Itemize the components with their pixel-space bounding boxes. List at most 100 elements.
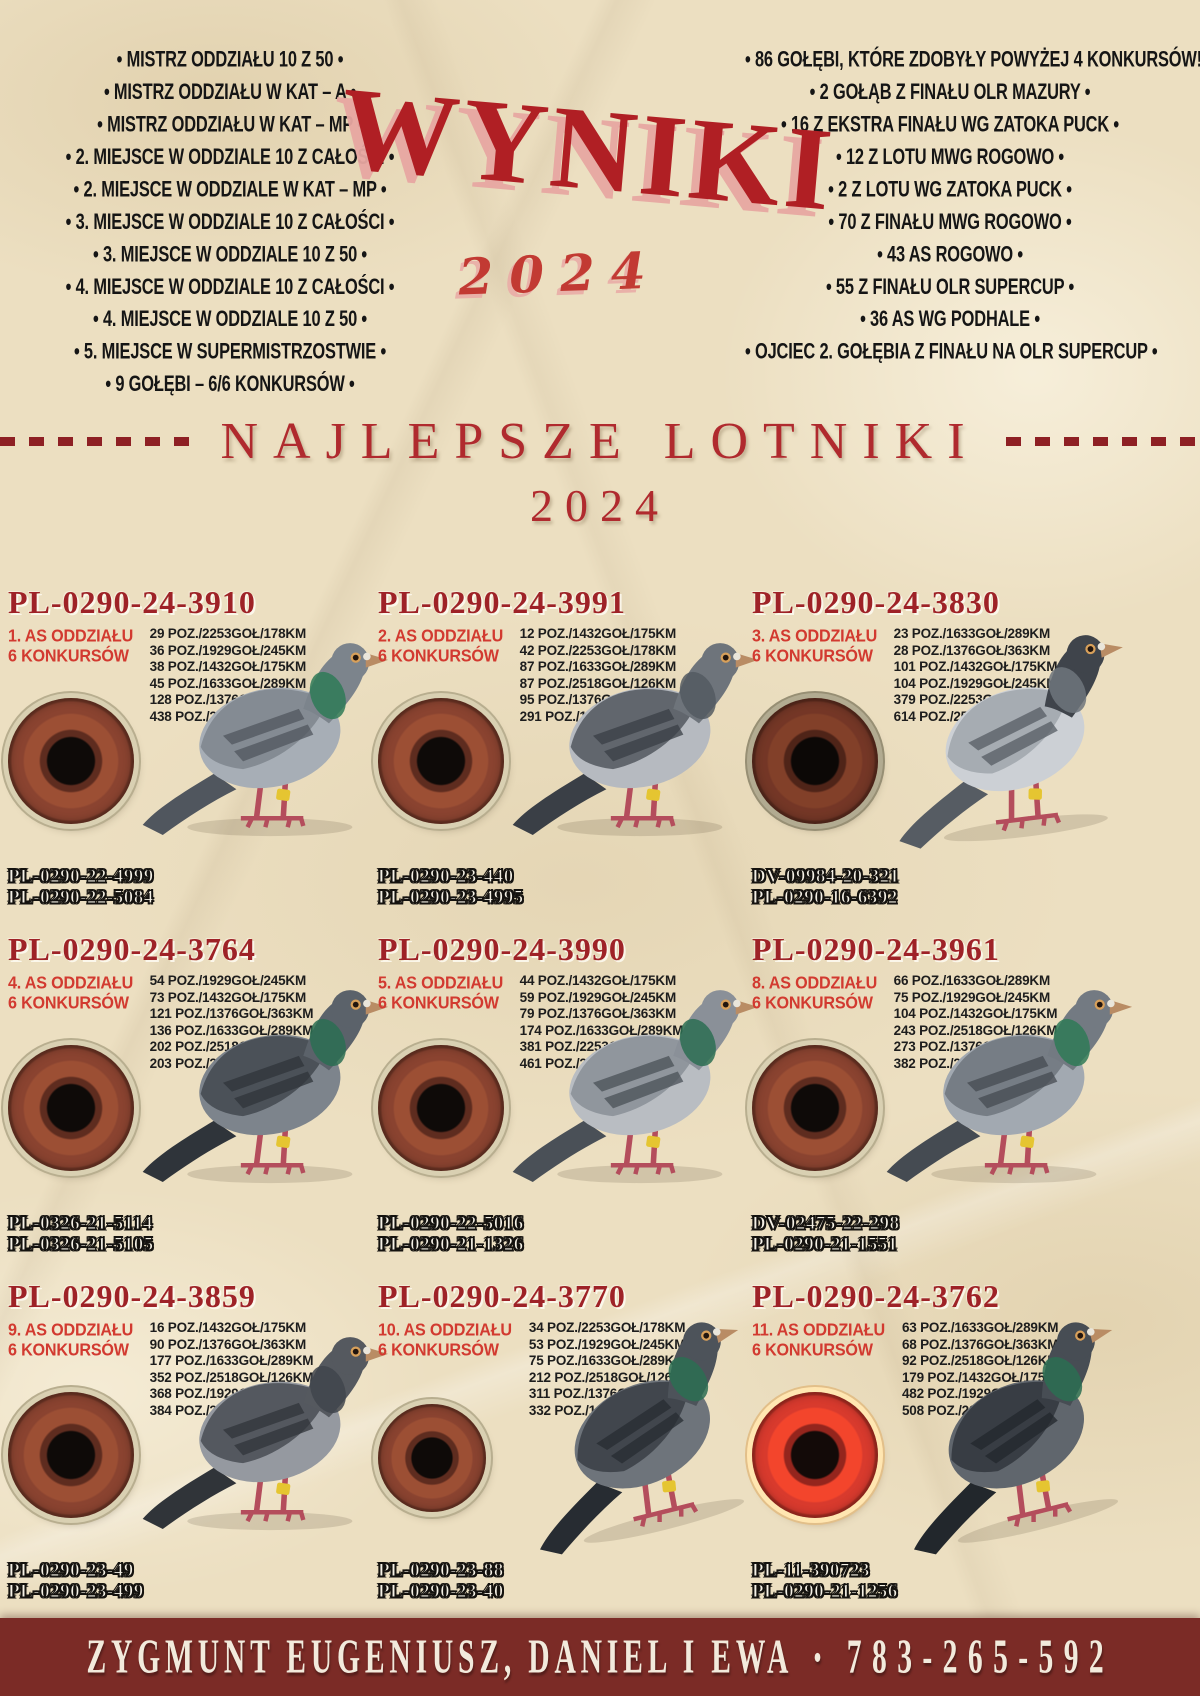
pigeon-rank: 10. AS ODDZIAŁU 6 KONKURSÓW — [378, 1320, 512, 1424]
pigeon-photo — [880, 1298, 1170, 1548]
pigeon-ring-id: PL-0290-24-3859 — [8, 1278, 256, 1314]
pigeon-parents: PL-0290-22-5016 PL-0290-21-1326 — [378, 1213, 524, 1256]
achievement-line: • 86 GOŁĘBI, KTÓRE ZDOBYŁY POWYŻEJ 4 KON… — [745, 47, 1200, 72]
pigeon-eye-photo — [752, 1392, 878, 1518]
pigeon-results: 63 POZ./1633GOŁ/289KM 68 POZ./1376GOŁ/363… — [902, 1320, 1066, 1419]
pigeon-eye-photo — [752, 1045, 878, 1171]
achievement-line: • 3. MIEJSCE W ODDZIALE 10 Z 50 • — [92, 242, 368, 267]
rank-line: 6 KONKURSÓW — [378, 992, 499, 1013]
result-line: 121 POZ./1376GOŁ/363KM — [149, 1006, 314, 1021]
parent-ring-id: PL-0290-23-4995 — [378, 887, 524, 909]
pigeon-ring-id: PL-0290-24-3830 — [752, 584, 1000, 620]
pigeon-parents: PL-0290-23-88 PL-0290-23-40 — [378, 1560, 504, 1603]
rank-line: 11. AS ODDZIAŁU — [752, 1320, 885, 1340]
result-line: 66 POZ./1633GOŁ/289KM — [893, 973, 1051, 988]
section-heading: NAJLEPSZE LOTNIKI — [220, 413, 980, 470]
result-line: 243 POZ./2518GOŁ/126KM — [893, 1022, 1058, 1038]
result-line: 104 POZ./1432GOŁ/175KM — [893, 1006, 1058, 1021]
poster-title-block: WYNIKI 2024 — [335, 62, 841, 306]
rank-line: 6 KONKURSÓW — [378, 1339, 499, 1360]
parent-ring-id: PL-0290-23-440 — [378, 866, 514, 888]
parent-ring-id: PL-0290-22-5084 — [8, 887, 154, 909]
pigeon-rank: 9. AS ODDZIAŁU 6 KONKURSÓW — [8, 1320, 133, 1424]
result-line: 53 POZ./1929GOŁ/245KM — [528, 1336, 686, 1352]
achievement-line: • OJCIEC 2. GOŁĘBIA Z FINAŁU NA OLR SUPE… — [745, 339, 1158, 365]
result-line: 79 POZ./1376GOŁ/363KM — [519, 1006, 677, 1021]
pigeon-parents: DV-09984-20-321 PL-0290-16-6392 — [752, 866, 900, 909]
pigeon-card: PL-0290-24-3991 2. AS ODDZIAŁU 6 KONKURS… — [378, 578, 808, 925]
rank-line: 3. AS ODDZIAŁU — [752, 626, 878, 646]
pigeon-rank: 8. AS ODDZIAŁU 6 KONKURSÓW — [752, 973, 877, 1077]
pigeon-ring-id: PL-0290-24-3961 — [752, 931, 1000, 967]
parent-ring-id: PL-0290-22-4999 — [8, 866, 154, 888]
achievement-line: • 43 AS ROGOWO • — [877, 242, 1023, 267]
parent-ring-id: PL-0326-21-5114 — [8, 1213, 153, 1235]
result-line: 92 POZ./2518GOŁ/126KM — [901, 1353, 1059, 1368]
achievements-right-list: • 86 GOŁĘBI, KTÓRE ZDOBYŁY POWYŻEJ 4 KON… — [745, 44, 1200, 369]
parent-ring-id: PL-0290-21-1326 — [378, 1234, 524, 1256]
footer-phone: 783-265-592 — [846, 1629, 1114, 1685]
result-line: 177 POZ./1633GOŁ/289KM — [149, 1353, 314, 1368]
result-line: 352 POZ./2518GOŁ/126KM — [149, 1369, 314, 1385]
pigeon-eye-photo — [752, 698, 878, 824]
pigeon-rank: 5. AS ODDZIAŁU 6 KONKURSÓW — [378, 973, 503, 1077]
rank-line: 4. AS ODDZIAŁU — [8, 973, 134, 993]
achievement-line: • MISTRZ ODDZIAŁU 10 Z 50 • — [116, 47, 344, 72]
rank-line: 6 KONKURSÓW — [8, 1339, 129, 1360]
pigeon-rank: 1. AS ODDZIAŁU 6 KONKURSÓW — [8, 626, 133, 730]
rank-line: 9. AS ODDZIAŁU — [8, 1320, 134, 1340]
result-line: 54 POZ./1929GOŁ/245KM — [149, 973, 307, 988]
result-line: 28 POZ./1376GOŁ/363KM — [893, 642, 1051, 658]
pigeon-card: PL-0290-24-3910 1. AS ODDZIAŁU 6 KONKURS… — [8, 578, 438, 925]
result-line: 23 POZ./1633GOŁ/289KM — [893, 626, 1051, 641]
result-line: 45 POZ./1633GOŁ/289KM — [149, 675, 307, 691]
pigeon-ring-id: PL-0290-24-3991 — [378, 584, 626, 620]
pigeon-parents: PL-0326-21-5114 PL-0326-21-5105 — [8, 1213, 154, 1256]
pigeon-card: PL-0290-24-3830 3. AS ODDZIAŁU 6 KONKURS… — [752, 578, 1182, 925]
pigeon-rank: 2. AS ODDZIAŁU 6 KONKURSÓW — [378, 626, 503, 730]
achievement-line: • 16 Z EKSTRA FINAŁU WG ZATOKA PUCK • — [781, 112, 1119, 137]
pigeon-eye-photo — [8, 1392, 134, 1518]
footer-names: ZYGMUNT EUGENIUSZ, DANIEL I EWA — [86, 1629, 793, 1685]
achievement-line: • 2 GOŁĄB Z FINAŁU OLR MAZURY • — [809, 79, 1091, 105]
pigeon-ring-id: PL-0290-24-3770 — [378, 1278, 626, 1314]
result-line: 75 POZ./1633GOŁ/289KM — [528, 1353, 686, 1368]
poster-title-year: 2024 — [457, 240, 663, 307]
parent-ring-id: PL-11-390723 — [752, 1560, 870, 1582]
pigeon-card: PL-0290-24-3764 4. AS ODDZIAŁU 6 KONKURS… — [8, 925, 438, 1272]
pigeon-parents: PL-0290-23-440 PL-0290-23-4995 — [378, 866, 524, 909]
achievement-line: • 36 AS WG PODHALE • — [860, 307, 1040, 332]
result-line: 68 POZ./1376GOŁ/363KM — [901, 1336, 1059, 1352]
rank-line: 6 KONKURSÓW — [752, 992, 873, 1013]
achievement-line: • 12 Z LOTU MWG ROGOWO • — [835, 144, 1065, 170]
parent-ring-id: PL-0326-21-5105 — [8, 1234, 154, 1256]
result-line: 44 POZ./1432GOŁ/175KM — [519, 973, 677, 988]
achievement-line: • 3. MIEJSCE W ODDZIALE 10 Z CAŁOŚCI • — [65, 209, 395, 235]
pigeon-ring-id: PL-0290-24-3762 — [752, 1278, 1000, 1314]
rank-line: 5. AS ODDZIAŁU — [378, 973, 504, 993]
pigeon-ring-id: PL-0290-24-3764 — [8, 931, 256, 967]
parent-ring-id: DV-02475-22-298 — [752, 1213, 900, 1235]
footer-separator: • — [813, 1637, 826, 1676]
pigeon-card: PL-0290-24-3762 11. AS ODDZIAŁU 6 KONKUR… — [752, 1272, 1182, 1619]
result-line: 38 POZ./1432GOŁ/175KM — [149, 659, 307, 674]
pigeon-grid: PL-0290-24-3910 1. AS ODDZIAŁU 6 KONKURS… — [0, 578, 1200, 1620]
footer-content: ZYGMUNT EUGENIUSZ, DANIEL I EWA • 783-26… — [86, 1629, 1114, 1686]
pigeon-parents: PL-11-390723 PL-0290-21-1256 — [752, 1560, 898, 1603]
achievement-line: • 2 Z LOTU WG ZATOKA PUCK • — [828, 177, 1072, 202]
parent-ring-id: DV-09984-20-321 — [752, 866, 900, 888]
pigeon-parents: PL-0290-22-4999 PL-0290-22-5084 — [8, 866, 154, 909]
result-line: 36 POZ./1929GOŁ/245KM — [149, 642, 307, 658]
pigeon-info: 11. AS ODDZIAŁU 6 KONKURSÓW 63 POZ./1633… — [752, 1320, 1066, 1419]
pigeon-results: 34 POZ./2253GOŁ/178KM 53 POZ./1929GOŁ/245… — [529, 1320, 693, 1419]
pigeon-rank: 11. AS ODDZIAŁU 6 KONKURSÓW — [752, 1320, 885, 1424]
rank-line: 1. AS ODDZIAŁU — [8, 626, 134, 646]
section-heading-year: 2024 — [530, 480, 670, 531]
result-line: 63 POZ./1633GOŁ/289KM — [901, 1320, 1059, 1335]
parent-ring-id: PL-0290-23-49 — [8, 1560, 134, 1582]
result-line: 59 POZ./1929GOŁ/245KM — [519, 989, 677, 1005]
pigeon-card: PL-0290-24-3859 9. AS ODDZIAŁU 6 KONKURS… — [8, 1272, 438, 1619]
result-line: 179 POZ./1432GOŁ/175KM — [901, 1369, 1066, 1385]
achievement-line: • 9 GOŁĘBI – 6/6 KONKURSÓW • — [105, 372, 355, 397]
rank-line: 10. AS ODDZIAŁU — [378, 1320, 512, 1340]
